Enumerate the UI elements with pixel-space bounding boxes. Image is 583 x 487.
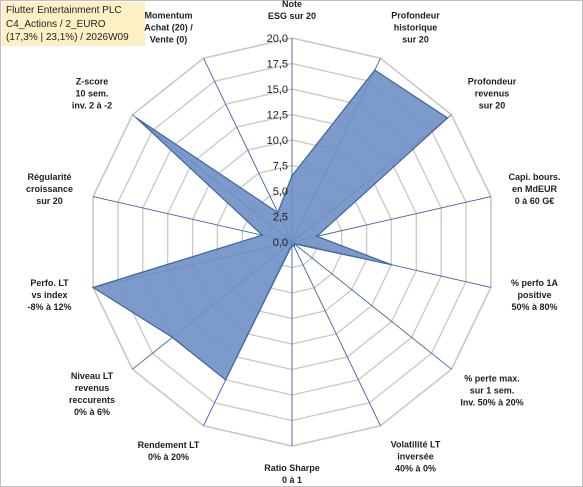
data-point <box>92 286 94 289</box>
axis-label: Perfo. LT vs index -8% à 12% <box>27 278 71 312</box>
axis-label: Z-score 10 sem. inv. 2 à -2 <box>72 77 112 111</box>
axis-spoke <box>291 241 452 370</box>
axis-label-line: Capi. bours. <box>508 172 560 182</box>
axis-label-line: Momentum <box>145 11 193 21</box>
axis-label: Ratio Sharpe 0 à 1 <box>264 463 320 485</box>
data-point <box>291 174 293 177</box>
data-point <box>374 69 376 71</box>
data-point <box>224 379 227 381</box>
tick-label: 15,0 <box>267 84 288 96</box>
axis-spoke <box>291 241 381 426</box>
axis-label-line: inv. 2 à -2 <box>72 101 112 111</box>
data-point <box>293 243 296 245</box>
tick-label: 5,0 <box>273 186 288 198</box>
axis-label-line: % perfo 1A <box>511 278 559 288</box>
axis-label-line: sur 20 <box>402 35 429 45</box>
axis-label-line: ESG sur 20 <box>268 11 316 21</box>
axis-label-line: Profondeur <box>391 11 440 21</box>
axis-label-line: -8% à 12% <box>27 302 71 312</box>
axis-spoke <box>291 196 492 243</box>
tick-label: 17,5 <box>267 59 288 71</box>
axis-label-line: 0 à 60 G€ <box>515 196 555 206</box>
tick-label: 12,5 <box>267 110 288 122</box>
title-line-stats: (17,3% | 23,1%) / 2026W09 <box>6 32 129 43</box>
axis-label-line: en MdEUR <box>512 184 558 194</box>
axis-label: % perte max. sur 1 sem. Inv. 50% à 20% <box>460 373 523 407</box>
axis-label-line: Rendement LT <box>138 440 200 450</box>
axis-label: Profondeur historique sur 20 <box>391 11 440 45</box>
data-point <box>316 235 318 238</box>
title-line-company: Flutter Entertainment PLC <box>6 5 122 16</box>
axis-label: Capi. bours. en MdEUR 0 à 60 G€ <box>508 172 560 206</box>
axis-label-line: revenus <box>75 383 110 393</box>
axis-label-line: Note <box>282 0 302 9</box>
data-point <box>293 245 296 248</box>
axis-label-line: 0% à 6% <box>74 407 110 417</box>
axis-label-line: historique <box>394 23 438 33</box>
axis-label: Momentum Achat (20) / Vente (0) <box>144 11 193 45</box>
axis-label-line: 50% à 80% <box>511 302 557 312</box>
tick-label: 0,0 <box>273 237 288 249</box>
axis-label-line: revenus <box>475 89 510 99</box>
axis-label-line: 0 à 1 <box>282 475 302 485</box>
data-point <box>171 336 174 339</box>
axis-label: Volatilité LT inversée 40% à 0% <box>391 439 441 473</box>
data-point <box>135 117 138 119</box>
axis-label-line: Niveau LT <box>71 371 114 381</box>
axis-label-line: Volatilité LT <box>391 439 441 449</box>
tick-label: 7,5 <box>273 161 288 173</box>
axis-label: Régularité croissance sur 20 <box>26 172 73 206</box>
axis-label-line: Régularité <box>27 172 71 182</box>
chart-title-box: Flutter Entertainment PLC C4_Actions / 2… <box>2 2 145 46</box>
axis-label-line: 0% à 20% <box>148 452 189 462</box>
data-point <box>291 244 293 246</box>
axis-label-line: positive <box>517 290 551 300</box>
axis-spoke <box>203 58 293 243</box>
axis-label-line: Perfo. LT <box>30 278 69 288</box>
axis-label: Niveau LT revenus reccurents 0% à 6% <box>69 371 115 417</box>
axis-label-line: inversée <box>397 451 434 461</box>
axis-label: Rendement LT 0% à 20% <box>138 440 200 462</box>
axis-label-line: Achat (20) / <box>144 23 193 33</box>
axis-label-line: vs index <box>31 290 67 300</box>
axis-label-line: reccurents <box>69 395 115 405</box>
data-point <box>277 211 279 214</box>
axis-label-line: sur 1 sem. <box>470 385 515 395</box>
axis-label: Profondeur revenus sur 20 <box>468 77 517 111</box>
axis-label-line: % perte max. <box>464 373 520 383</box>
axis-label-line: Ratio Sharpe <box>264 463 320 473</box>
title-line-category: C4_Actions / 2_EURO <box>6 18 106 30</box>
data-point <box>390 263 393 266</box>
data-point <box>446 117 449 119</box>
axis-label-line: croissance <box>26 184 73 194</box>
data-point <box>261 234 264 236</box>
tick-label: 20,0 <box>267 33 288 45</box>
axis-label-line: sur 20 <box>36 196 63 206</box>
axis-label-line: sur 20 <box>479 101 506 111</box>
axis-label-line: 10 sem. <box>75 89 108 99</box>
axis-label-line: Vente (0) <box>150 35 188 45</box>
axis-label: % perfo 1A positive 50% à 80% <box>511 278 559 312</box>
tick-label: 10,0 <box>267 135 288 147</box>
tick-label: 2,5 <box>273 212 288 224</box>
axis-label-line: 40% à 0% <box>395 463 436 473</box>
axis-spoke <box>92 196 293 243</box>
axis-label-line: Inv. 50% à 20% <box>460 397 523 407</box>
axis-label-line: Z-score <box>76 77 109 87</box>
axis-label-line: Profondeur <box>468 77 517 87</box>
axis-label: Note ESG sur 20 <box>268 0 316 21</box>
